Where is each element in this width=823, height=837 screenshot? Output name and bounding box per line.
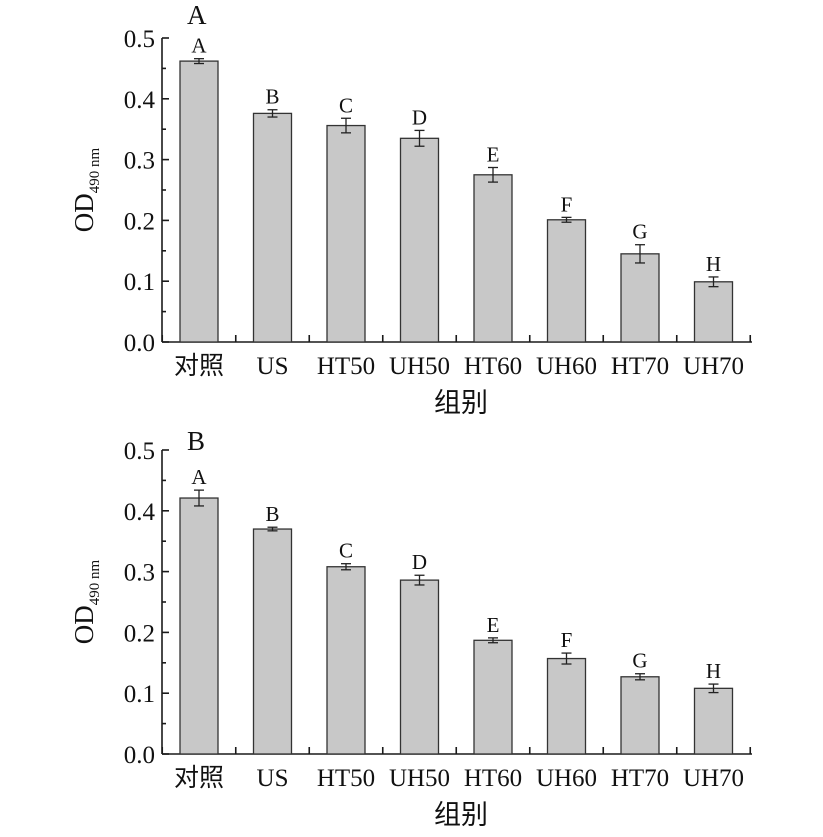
x-tick-label: 对照: [174, 352, 224, 380]
x-tick-label: UH60: [536, 765, 597, 792]
y-tick-label: 0.4: [124, 87, 156, 114]
bar-1: [179, 497, 219, 755]
y-tick-label: 0.3: [124, 560, 155, 587]
bar-4: [399, 579, 440, 755]
y-tick-label: 0.3: [124, 148, 155, 175]
bar-4: [399, 137, 440, 343]
x-tick-label: UH50: [389, 353, 450, 380]
x-tick-label: HT70: [611, 353, 669, 380]
x-tick-label: HT50: [317, 765, 375, 792]
panel-label: B: [187, 426, 205, 456]
y-axis-title: OD490 nm: [69, 147, 103, 232]
x-axis-title: 组别: [434, 388, 488, 418]
x-tick-label: US: [257, 353, 289, 380]
bar-7: [620, 253, 660, 343]
significance-label: A: [191, 465, 207, 489]
x-tick-label: US: [257, 765, 289, 792]
significance-label: G: [632, 649, 647, 673]
significance-label: A: [191, 34, 207, 58]
x-tick-label: HT70: [611, 765, 669, 792]
y-tick-label: 0.1: [124, 681, 155, 708]
bar-5: [473, 174, 513, 343]
chart-panel-b: B 0.0 0.1 0.2 0.3 0.4 0.5 A 对照 B US C HT50 D UH50 E HT60…: [69, 426, 752, 830]
significance-label: C: [339, 539, 353, 563]
y-tick-label: 0.5: [124, 438, 155, 465]
bar-8: [693, 281, 734, 343]
significance-label: D: [412, 105, 427, 129]
y-axis-title: OD490 nm: [69, 559, 103, 644]
bar-8: [693, 687, 734, 755]
bar-1: [179, 60, 219, 343]
bar-6: [546, 657, 587, 755]
y-tick-label: 0.4: [124, 499, 156, 526]
significance-label: H: [706, 659, 721, 683]
panel-label: A: [187, 0, 207, 30]
significance-label: G: [632, 220, 647, 244]
significance-label: F: [561, 628, 573, 652]
y-tick-label: 0.2: [124, 208, 155, 235]
y-tick-label: 0.0: [124, 330, 155, 357]
significance-label: H: [706, 252, 721, 276]
x-tick-label: HT60: [464, 353, 522, 380]
bar-2: [252, 112, 293, 343]
y-tick-label: 0.5: [124, 26, 155, 53]
significance-label: B: [265, 85, 279, 109]
x-axis-title: 组别: [434, 800, 488, 830]
y-tick-label: 0.2: [124, 620, 155, 647]
x-tick-label: HT50: [317, 353, 375, 380]
bar-7: [620, 676, 660, 755]
x-tick-label: UH70: [683, 765, 744, 792]
x-tick-label: HT60: [464, 765, 522, 792]
chart-panel-a: A 0.0 0.1 0.2 0.3 0.4 0.5 A 对照 B US C HT50 D UH50 E HT60…: [69, 0, 752, 418]
significance-label: E: [487, 613, 500, 637]
significance-label: F: [561, 192, 573, 216]
significance-label: E: [487, 143, 500, 167]
x-tick-label: 对照: [174, 764, 224, 792]
bar-2: [252, 528, 293, 755]
bar-6: [546, 219, 587, 343]
x-tick-label: UH60: [536, 353, 597, 380]
y-tick-label: 0.0: [124, 742, 155, 769]
bar-5: [473, 639, 513, 755]
x-tick-label: UH50: [389, 765, 450, 792]
significance-label: D: [412, 550, 427, 574]
y-tick-label: 0.1: [124, 269, 155, 296]
x-tick-label: UH70: [683, 353, 744, 380]
significance-label: C: [339, 93, 353, 117]
bar-3: [326, 124, 366, 343]
bar-3: [326, 566, 366, 755]
significance-label: B: [265, 502, 279, 526]
